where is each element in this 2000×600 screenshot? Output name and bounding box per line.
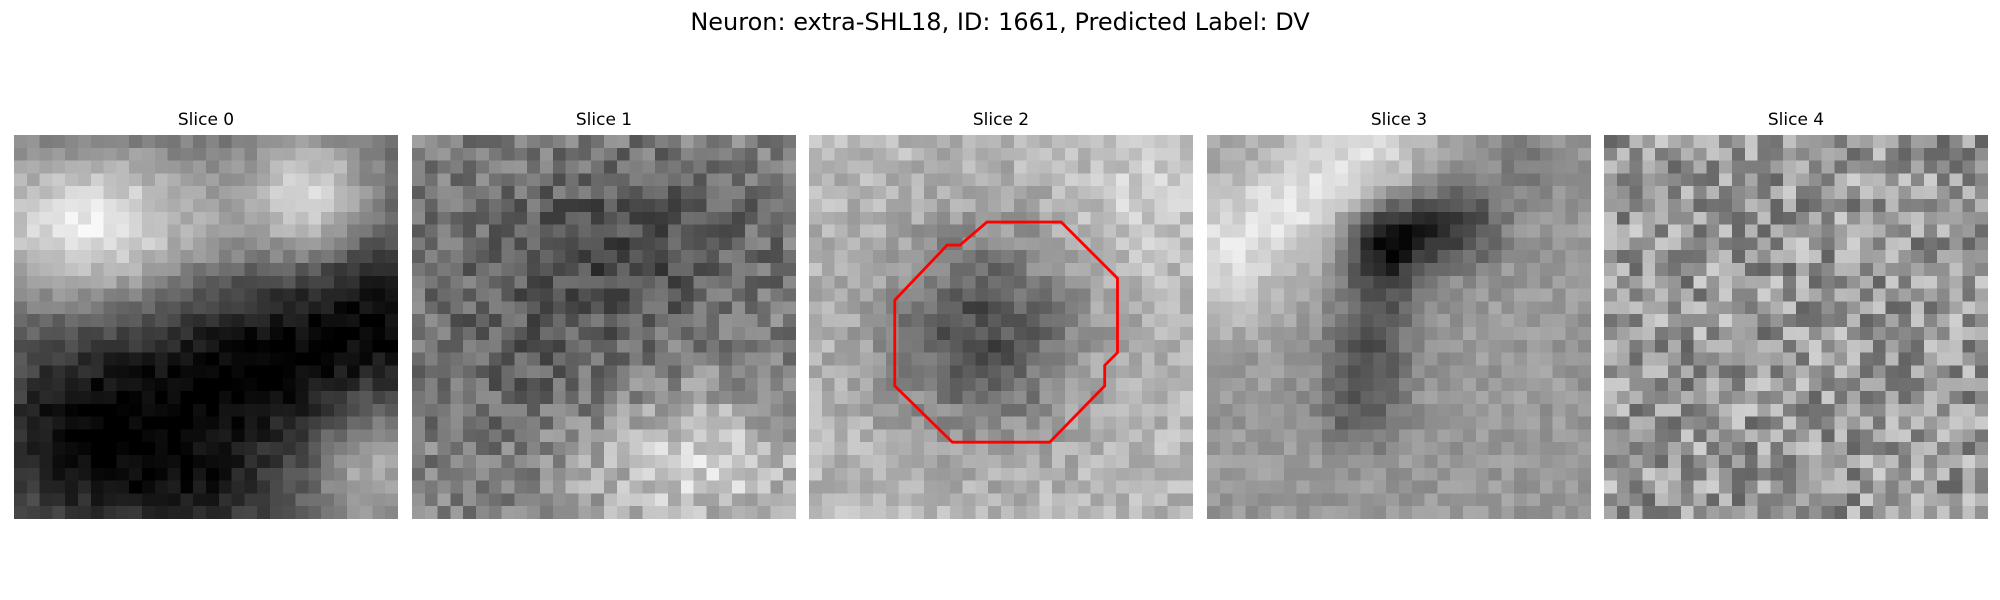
- slice-title: Slice 0: [177, 110, 235, 130]
- figure-title: Neuron: extra-SHL18, ID: 1661, Predicted…: [690, 8, 1310, 36]
- slice-title: Slice 1: [575, 110, 633, 130]
- slice-title: Slice 2: [972, 110, 1030, 130]
- slice-panel-1: Slice 1: [412, 108, 796, 519]
- slice-title: Slice 3: [1370, 110, 1428, 130]
- slice-panel-0: Slice 0: [14, 108, 398, 519]
- slice-title: Slice 4: [1767, 110, 1825, 130]
- cell-contour: [893, 220, 1119, 444]
- slice-image: [412, 135, 796, 519]
- slice-image: [809, 135, 1193, 519]
- slice-panel-2: Slice 2: [809, 108, 1193, 519]
- slice-image: [1604, 135, 1988, 519]
- slice-image: [14, 135, 398, 519]
- slice-panel-4: Slice 4: [1604, 108, 1988, 519]
- slice-panel-3: Slice 3: [1207, 108, 1591, 519]
- slice-image: [1207, 135, 1591, 519]
